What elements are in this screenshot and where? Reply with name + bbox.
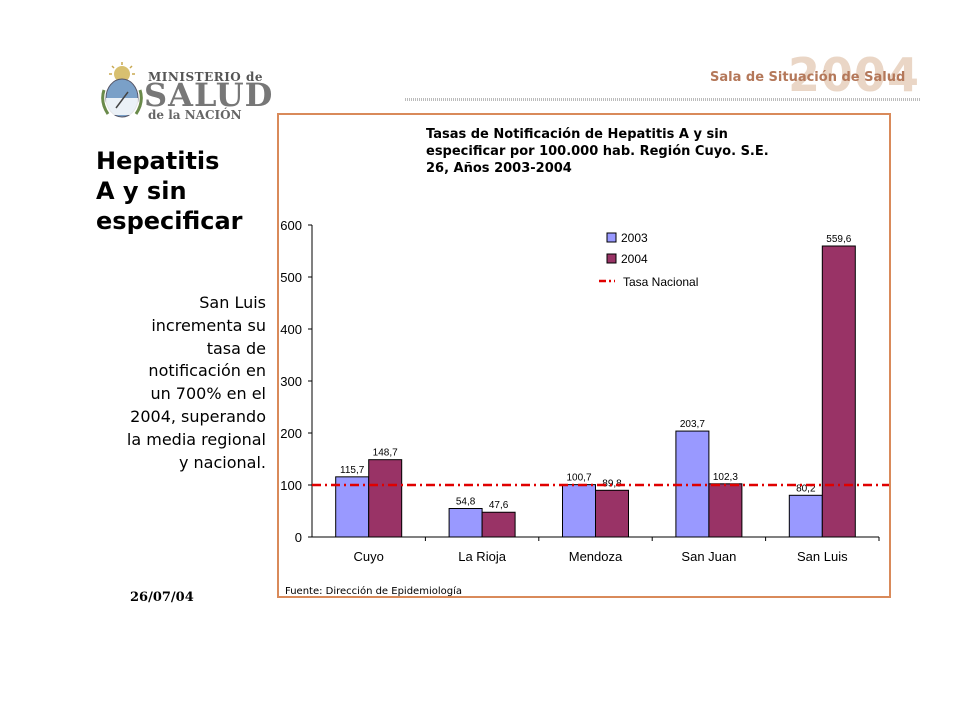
y-tick-label: 0 (295, 530, 302, 545)
bar-2004-cuyo (368, 459, 403, 538)
logo-line-ministerio: MINISTERIO de (148, 70, 263, 84)
summary-note-line: la media regional (126, 429, 266, 449)
y-tick-label: 600 (280, 218, 302, 233)
chart-source-note: Fuente: Dirección de Epidemiología (285, 585, 462, 596)
legend-label: 2004 (621, 252, 648, 266)
brand-year: 2004 (787, 48, 920, 102)
bar-value-label: 559,6 (826, 234, 851, 245)
summary-note-line: 2004, superando (130, 406, 266, 426)
bar-value-label: 100,7 (566, 473, 591, 484)
summary-note-line: un 700% en el (150, 384, 266, 404)
bar-2004-san-luis (821, 245, 856, 538)
chart-title-line: Tasas de Notificación de Hepatitis A y s… (426, 127, 728, 142)
x-category-label: San Luis (797, 549, 848, 564)
bar-value-label: 80,2 (796, 483, 816, 494)
logo-line-salud: SALUD (144, 76, 274, 114)
bar-2004-san-juan (708, 483, 743, 538)
summary-note-line: notificación en (148, 361, 266, 381)
y-tick-label: 300 (280, 374, 302, 389)
bar-value-label: 89,8 (602, 478, 622, 489)
bar-2003-la-rioja (448, 508, 483, 538)
x-category-label: La Rioja (458, 549, 506, 564)
bar-2004-mendoza (595, 489, 629, 538)
brand-tagline: Sala de Situación de Salud (710, 70, 906, 85)
bar-2003-san-luis (788, 494, 823, 538)
bar-value-label: 102,3 (713, 472, 738, 483)
chart-title-line: especificar por 100.000 hab. Región Cuyo… (426, 144, 769, 159)
sala-situacion-brand: 2004 Sala de Situación de Salud (700, 52, 920, 104)
x-category-label: Cuyo (354, 549, 384, 564)
bar-value-label: 148,7 (373, 448, 398, 459)
y-tick-label: 100 (280, 478, 302, 493)
national-shield-icon (101, 62, 143, 118)
report-date: 26/07/04 (130, 590, 194, 605)
legend-swatch-2003 (606, 232, 617, 243)
legend-label: 2003 (621, 231, 648, 245)
summary-note: San Luis incrementa su tasa de notificac… (96, 292, 266, 474)
bar-value-label: 54,8 (456, 497, 476, 508)
bar-chart: Tasas de Notificación de Hepatitis A y s… (280, 127, 889, 596)
chart-title-line: 26, Años 2003-2004 (426, 161, 572, 176)
bar-2004-la-rioja (481, 511, 516, 538)
y-tick-label: 200 (280, 426, 302, 441)
y-tick-label: 500 (280, 270, 302, 285)
page-title-line: especificar (96, 207, 243, 235)
y-tick-label: 400 (280, 322, 302, 337)
page-title-line: A y sin (96, 177, 187, 205)
legend-swatch-2004 (606, 253, 617, 264)
page-title-line: Hepatitis (96, 147, 220, 175)
summary-note-line: San Luis (199, 293, 266, 312)
summary-note-line: y nacional. (178, 452, 266, 472)
summary-note-line: tasa de (206, 338, 266, 358)
bar-value-label: 115,7 (340, 465, 365, 476)
bar-value-label: 203,7 (680, 419, 705, 430)
x-category-label: San Juan (681, 549, 736, 564)
logo-line-nacion: de la NACIÓN (148, 108, 242, 122)
bar-value-label: 47,6 (489, 500, 509, 511)
bar-2003-mendoza (562, 484, 596, 538)
x-category-label: Mendoza (569, 549, 623, 564)
summary-note-line: incrementa su (151, 315, 266, 335)
page-title: Hepatitis A y sin especificar (96, 146, 276, 236)
legend-label: Tasa Nacional (623, 275, 698, 289)
ministerio-logo: MINISTERIO de SALUD de la NACIÓN (100, 62, 272, 122)
header-divider (405, 98, 920, 101)
chart-panel: Tasas de Notificación de Hepatitis A y s… (277, 113, 891, 598)
bar-2003-cuyo (335, 476, 370, 538)
